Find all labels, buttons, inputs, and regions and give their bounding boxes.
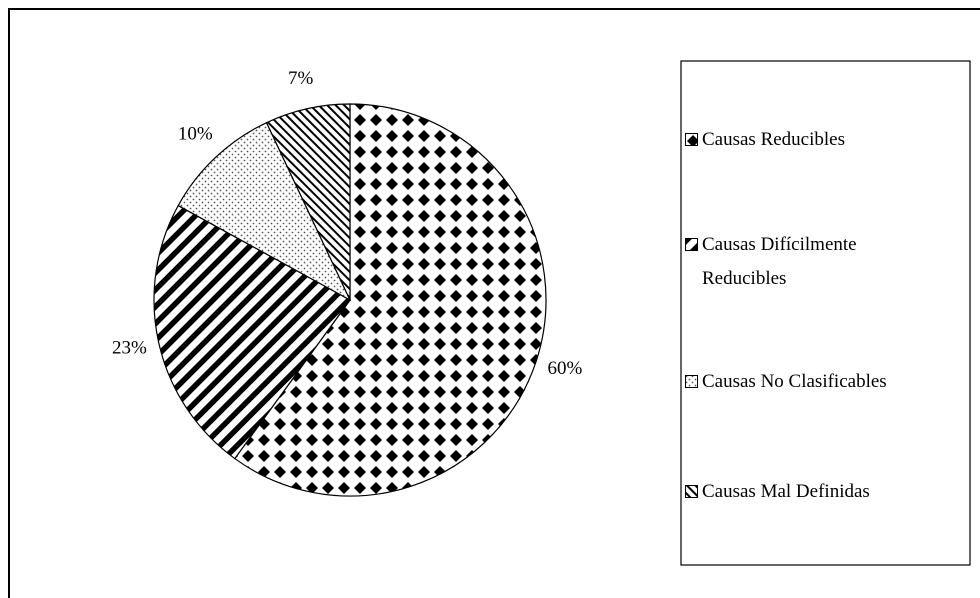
chart-frame [8,8,980,598]
legend-swatch [685,238,698,251]
legend-label: Causas Mal Definidas [702,481,870,502]
legend-swatch [685,375,698,388]
legend-label: Causas Reducibles [702,129,846,150]
pie-slice [233,103,547,497]
legend-frame [680,60,971,566]
data-label: 10% [178,124,213,145]
pie-slice [265,103,351,301]
pie [153,103,547,497]
legend: Causas Reducibles Causas Difícilmente Red… [681,61,970,565]
legend-entry: Causas Mal Definidas [685,475,927,509]
legend-entry: Causas Reducibles [685,123,927,157]
data-label: 7% [288,68,314,89]
data-label: 60% [548,358,583,379]
pie-slice [177,121,352,302]
legend-label: Causas Difícilmente Reducibles [702,234,857,289]
pie-slice [153,204,351,460]
legend-swatch [685,485,698,498]
legend-entry: Causas Difícilmente Reducibles [685,228,927,296]
legend-entry: Causas No Clasificables [685,365,927,399]
legend-swatch [685,133,698,146]
data-label: 23% [112,338,147,359]
legend-label: Causas No Clasificables [702,371,887,392]
